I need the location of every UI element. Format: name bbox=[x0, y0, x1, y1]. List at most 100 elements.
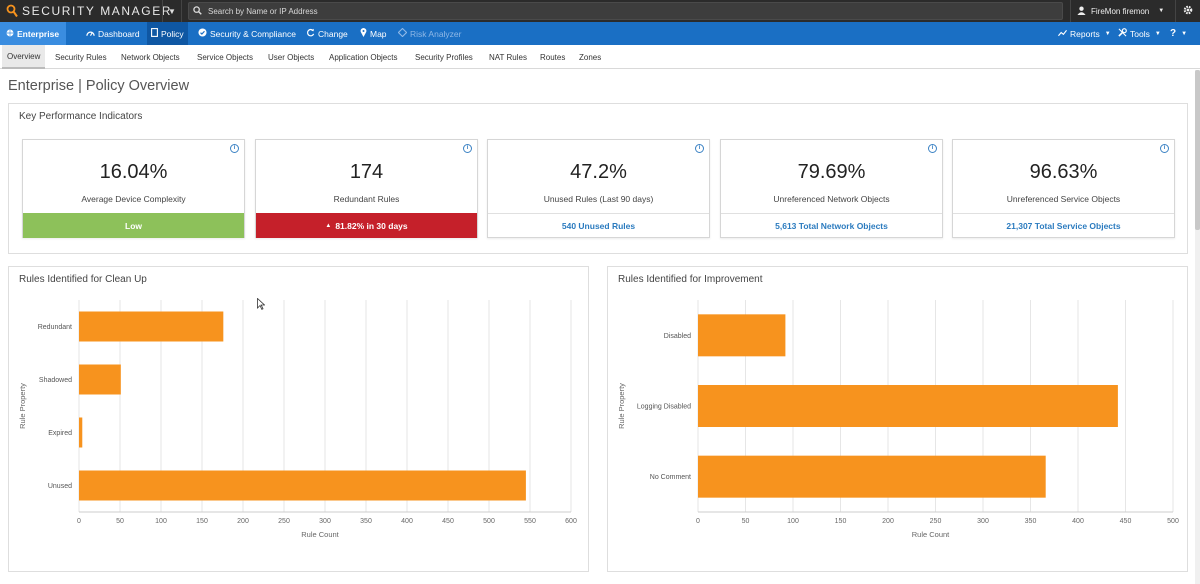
x-tick-label: 400 bbox=[1072, 518, 1084, 525]
bar-expired bbox=[79, 417, 83, 448]
global-search[interactable] bbox=[188, 2, 1063, 20]
cleanup-bar-chart: 0 50 100 150 200 250 300 350 400 450 500 550 600 Redu… bbox=[18, 300, 577, 539]
tools-wrench-icon bbox=[1118, 28, 1127, 39]
info-icon[interactable]: i bbox=[1160, 144, 1169, 153]
nav-policy-label: Policy bbox=[161, 28, 184, 39]
kpi-label: Average Device Complexity bbox=[81, 194, 186, 204]
gear-icon bbox=[1183, 2, 1193, 20]
check-circle-icon bbox=[198, 28, 207, 39]
tab-nat-rules[interactable]: NAT Rules bbox=[489, 52, 527, 62]
kpi-label: Unreferenced Service Objects bbox=[1006, 194, 1121, 204]
x-tick-label: 600 bbox=[565, 518, 577, 525]
refresh-icon bbox=[306, 28, 315, 39]
kpi-label: Redundant Rules bbox=[333, 194, 400, 204]
user-menu[interactable]: FireMon firemon ▼ bbox=[1070, 0, 1170, 22]
main-nav: Enterprise Dashboard Policy Security & C… bbox=[0, 22, 1200, 45]
x-tick-label: 350 bbox=[360, 518, 372, 525]
page-scrollbar[interactable] bbox=[1195, 70, 1200, 584]
tab-zones[interactable]: Zones bbox=[579, 52, 602, 62]
arrow-up-icon: ▲ bbox=[325, 222, 332, 229]
app-name: SECURITY MANAGER bbox=[22, 4, 173, 18]
total-network-objects-link[interactable]: 5,613 Total Network Objects bbox=[721, 213, 942, 238]
unused-rules-link[interactable]: 540 Unused Rules bbox=[488, 213, 709, 238]
kpi-trend-text: 81.82% in 30 days bbox=[335, 220, 408, 231]
nav-map[interactable]: Map bbox=[356, 22, 391, 45]
nav-security-compliance[interactable]: Security & Compliance bbox=[194, 22, 300, 45]
x-tick-label: 0 bbox=[696, 518, 700, 525]
dashboard-gauge-icon bbox=[86, 29, 95, 39]
app-logo[interactable]: SECURITY MANAGER bbox=[6, 2, 172, 20]
x-tick-label: 200 bbox=[237, 518, 249, 525]
magnifier-logo-icon bbox=[6, 4, 18, 18]
tab-overview[interactable]: Overview bbox=[2, 45, 46, 69]
nav-reports-label: Reports bbox=[1070, 28, 1100, 39]
nav-security-compliance-label: Security & Compliance bbox=[210, 28, 296, 39]
bar-shadowed bbox=[79, 364, 121, 395]
nav-dashboard-label: Dashboard bbox=[98, 28, 140, 39]
tab-network-objects[interactable]: Network Objects bbox=[121, 52, 180, 62]
x-tick-label: 50 bbox=[116, 518, 124, 525]
kpi-card-unreferenced-network-objects: i 79.69% Unreferenced Network Objects 5,… bbox=[720, 139, 943, 238]
info-icon[interactable]: i bbox=[230, 144, 239, 153]
tab-service-objects[interactable]: Service Objects bbox=[197, 52, 254, 62]
y-category-label: Logging Disabled bbox=[637, 404, 691, 411]
kpi-value: 16.04% bbox=[99, 161, 168, 183]
reports-chart-icon bbox=[1058, 29, 1068, 39]
top-bar: SECURITY MANAGER ▼ FireMon firemon ▼ bbox=[0, 0, 1200, 22]
risk-analyzer-icon bbox=[397, 27, 408, 39]
tab-routes[interactable]: Routes bbox=[540, 52, 566, 62]
tab-security-profiles[interactable]: Security Profiles bbox=[415, 52, 473, 62]
y-axis-title: Rule Property bbox=[18, 383, 27, 429]
chevron-down-icon: ▼ bbox=[1154, 30, 1161, 37]
kpi-label: Unreferenced Network Objects bbox=[773, 194, 890, 204]
nav-enterprise[interactable]: Enterprise bbox=[0, 22, 66, 45]
kpi-panel-title: Key Performance Indicators bbox=[19, 111, 143, 122]
x-tick-label: 450 bbox=[442, 518, 454, 525]
nav-change[interactable]: Change bbox=[302, 22, 352, 45]
y-category-label: No Comment bbox=[650, 474, 691, 481]
tab-user-objects[interactable]: User Objects bbox=[268, 52, 315, 62]
nav-map-label: Map bbox=[370, 28, 387, 39]
nav-help[interactable]: ? ▼ bbox=[1166, 22, 1191, 45]
user-name: FireMon firemon bbox=[1091, 6, 1150, 16]
x-tick-label: 100 bbox=[787, 518, 799, 525]
x-tick-label: 50 bbox=[742, 518, 750, 525]
tab-security-rules[interactable]: Security Rules bbox=[55, 52, 107, 62]
x-tick-label: 0 bbox=[77, 518, 81, 525]
kpi-value: 47.2% bbox=[570, 161, 627, 183]
total-service-objects-link[interactable]: 21,307 Total Service Objects bbox=[953, 213, 1174, 238]
info-icon[interactable]: i bbox=[928, 144, 937, 153]
kpi-value: 79.69% bbox=[797, 161, 866, 183]
info-icon[interactable]: i bbox=[463, 144, 472, 153]
x-tick-label: 250 bbox=[278, 518, 290, 525]
y-axis-title: Rule Property bbox=[617, 383, 626, 429]
nav-policy[interactable]: Policy bbox=[147, 22, 188, 45]
nav-dashboard[interactable]: Dashboard bbox=[82, 22, 144, 45]
app-switcher-caret[interactable]: ▼ bbox=[162, 0, 182, 22]
nav-reports[interactable]: Reports ▼ bbox=[1054, 22, 1115, 45]
kpi-value: 174 bbox=[349, 161, 384, 183]
y-category-label: Shadowed bbox=[39, 377, 72, 384]
tab-application-objects[interactable]: Application Objects bbox=[329, 52, 398, 62]
nav-tools[interactable]: Tools ▼ bbox=[1114, 22, 1165, 45]
document-icon bbox=[151, 28, 158, 39]
kpi-card-unreferenced-service-objects: i 96.63% Unreferenced Service Objects 21… bbox=[952, 139, 1175, 238]
bar-redundant bbox=[79, 311, 224, 342]
x-tick-label: 500 bbox=[1167, 518, 1179, 525]
cleanup-chart-title: Rules Identified for Clean Up bbox=[19, 274, 147, 285]
settings-button[interactable] bbox=[1175, 0, 1200, 22]
info-icon[interactable]: i bbox=[695, 144, 704, 153]
bar-disabled bbox=[698, 314, 786, 357]
y-category-label: Expired bbox=[48, 430, 72, 437]
x-tick-label: 150 bbox=[196, 518, 208, 525]
help-label: ? bbox=[1170, 28, 1177, 39]
search-input[interactable] bbox=[208, 6, 1028, 16]
improvement-chart-title: Rules Identified for Improvement bbox=[618, 274, 763, 285]
chevron-down-icon: ▼ bbox=[1158, 8, 1165, 14]
scrollbar-thumb[interactable] bbox=[1195, 70, 1200, 230]
nav-risk-analyzer[interactable]: Risk Analyzer bbox=[394, 22, 466, 45]
kpi-card-device-complexity: i 16.04% Average Device Complexity Low bbox=[22, 139, 245, 238]
nav-risk-analyzer-label: Risk Analyzer bbox=[410, 28, 462, 39]
x-tick-label: 250 bbox=[930, 518, 942, 525]
chevron-down-icon: ▼ bbox=[1181, 30, 1188, 37]
